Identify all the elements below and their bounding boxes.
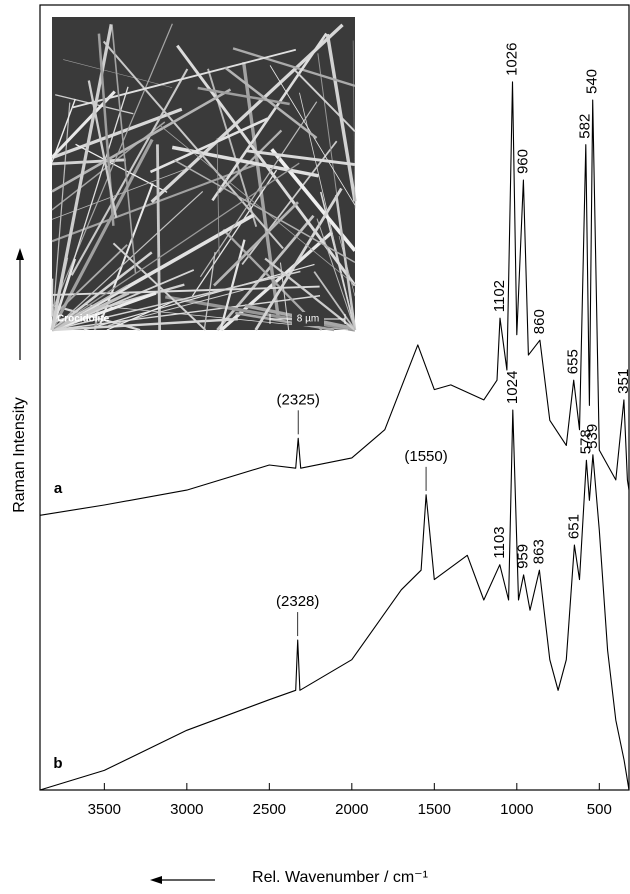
peak-label: (1550) [404, 448, 447, 465]
x-tick-label: 1500 [418, 801, 451, 818]
spectrum [40, 410, 629, 790]
peak-label: 540 [584, 69, 601, 94]
peak-label: 959 [515, 544, 532, 569]
page: {"chart_data": { "type": "line", "x_labe… [0, 0, 630, 894]
peak-label: (2328) [276, 593, 319, 610]
peak-label: 655 [565, 349, 582, 374]
peak-label: 1103 [491, 526, 508, 558]
x-axis-label: Rel. Wavenumber / cm⁻¹ [252, 869, 428, 886]
peak-label: 582 [577, 114, 594, 139]
peak-label: 539 [584, 424, 601, 449]
peak-label: 860 [531, 309, 548, 334]
x-tick-label: 2000 [335, 801, 368, 818]
peak-label: 1102 [491, 280, 508, 312]
peak-label: (2325) [277, 391, 320, 408]
peak-label: 1026 [503, 43, 520, 76]
x-arrow-head [150, 876, 162, 884]
scale-bar-label: 8 µm [297, 314, 319, 325]
peak-label: 1024 [504, 371, 521, 404]
series-label: b [53, 755, 62, 772]
series-label: a [54, 480, 63, 497]
peak-label: 351 [615, 369, 630, 394]
x-tick-label: 3000 [170, 801, 203, 818]
x-tick-label: 2500 [253, 801, 286, 818]
y-axis-label: Raman Intensity [11, 397, 28, 513]
x-tick-label: 500 [587, 801, 612, 818]
peak-label: 960 [514, 149, 531, 174]
y-arrow-head [16, 248, 24, 260]
x-tick-label: 3500 [88, 801, 121, 818]
peak-label: 651 [565, 514, 582, 539]
inset-label: Crocidolite [57, 314, 110, 325]
inset: Crocidolite 8 µm [52, 17, 355, 330]
x-tick-label: 1000 [500, 801, 533, 818]
chart: Crocidolite 8 µm Rel. Wavenumber / cm⁻¹ … [0, 0, 630, 894]
peak-label: 863 [530, 539, 547, 564]
